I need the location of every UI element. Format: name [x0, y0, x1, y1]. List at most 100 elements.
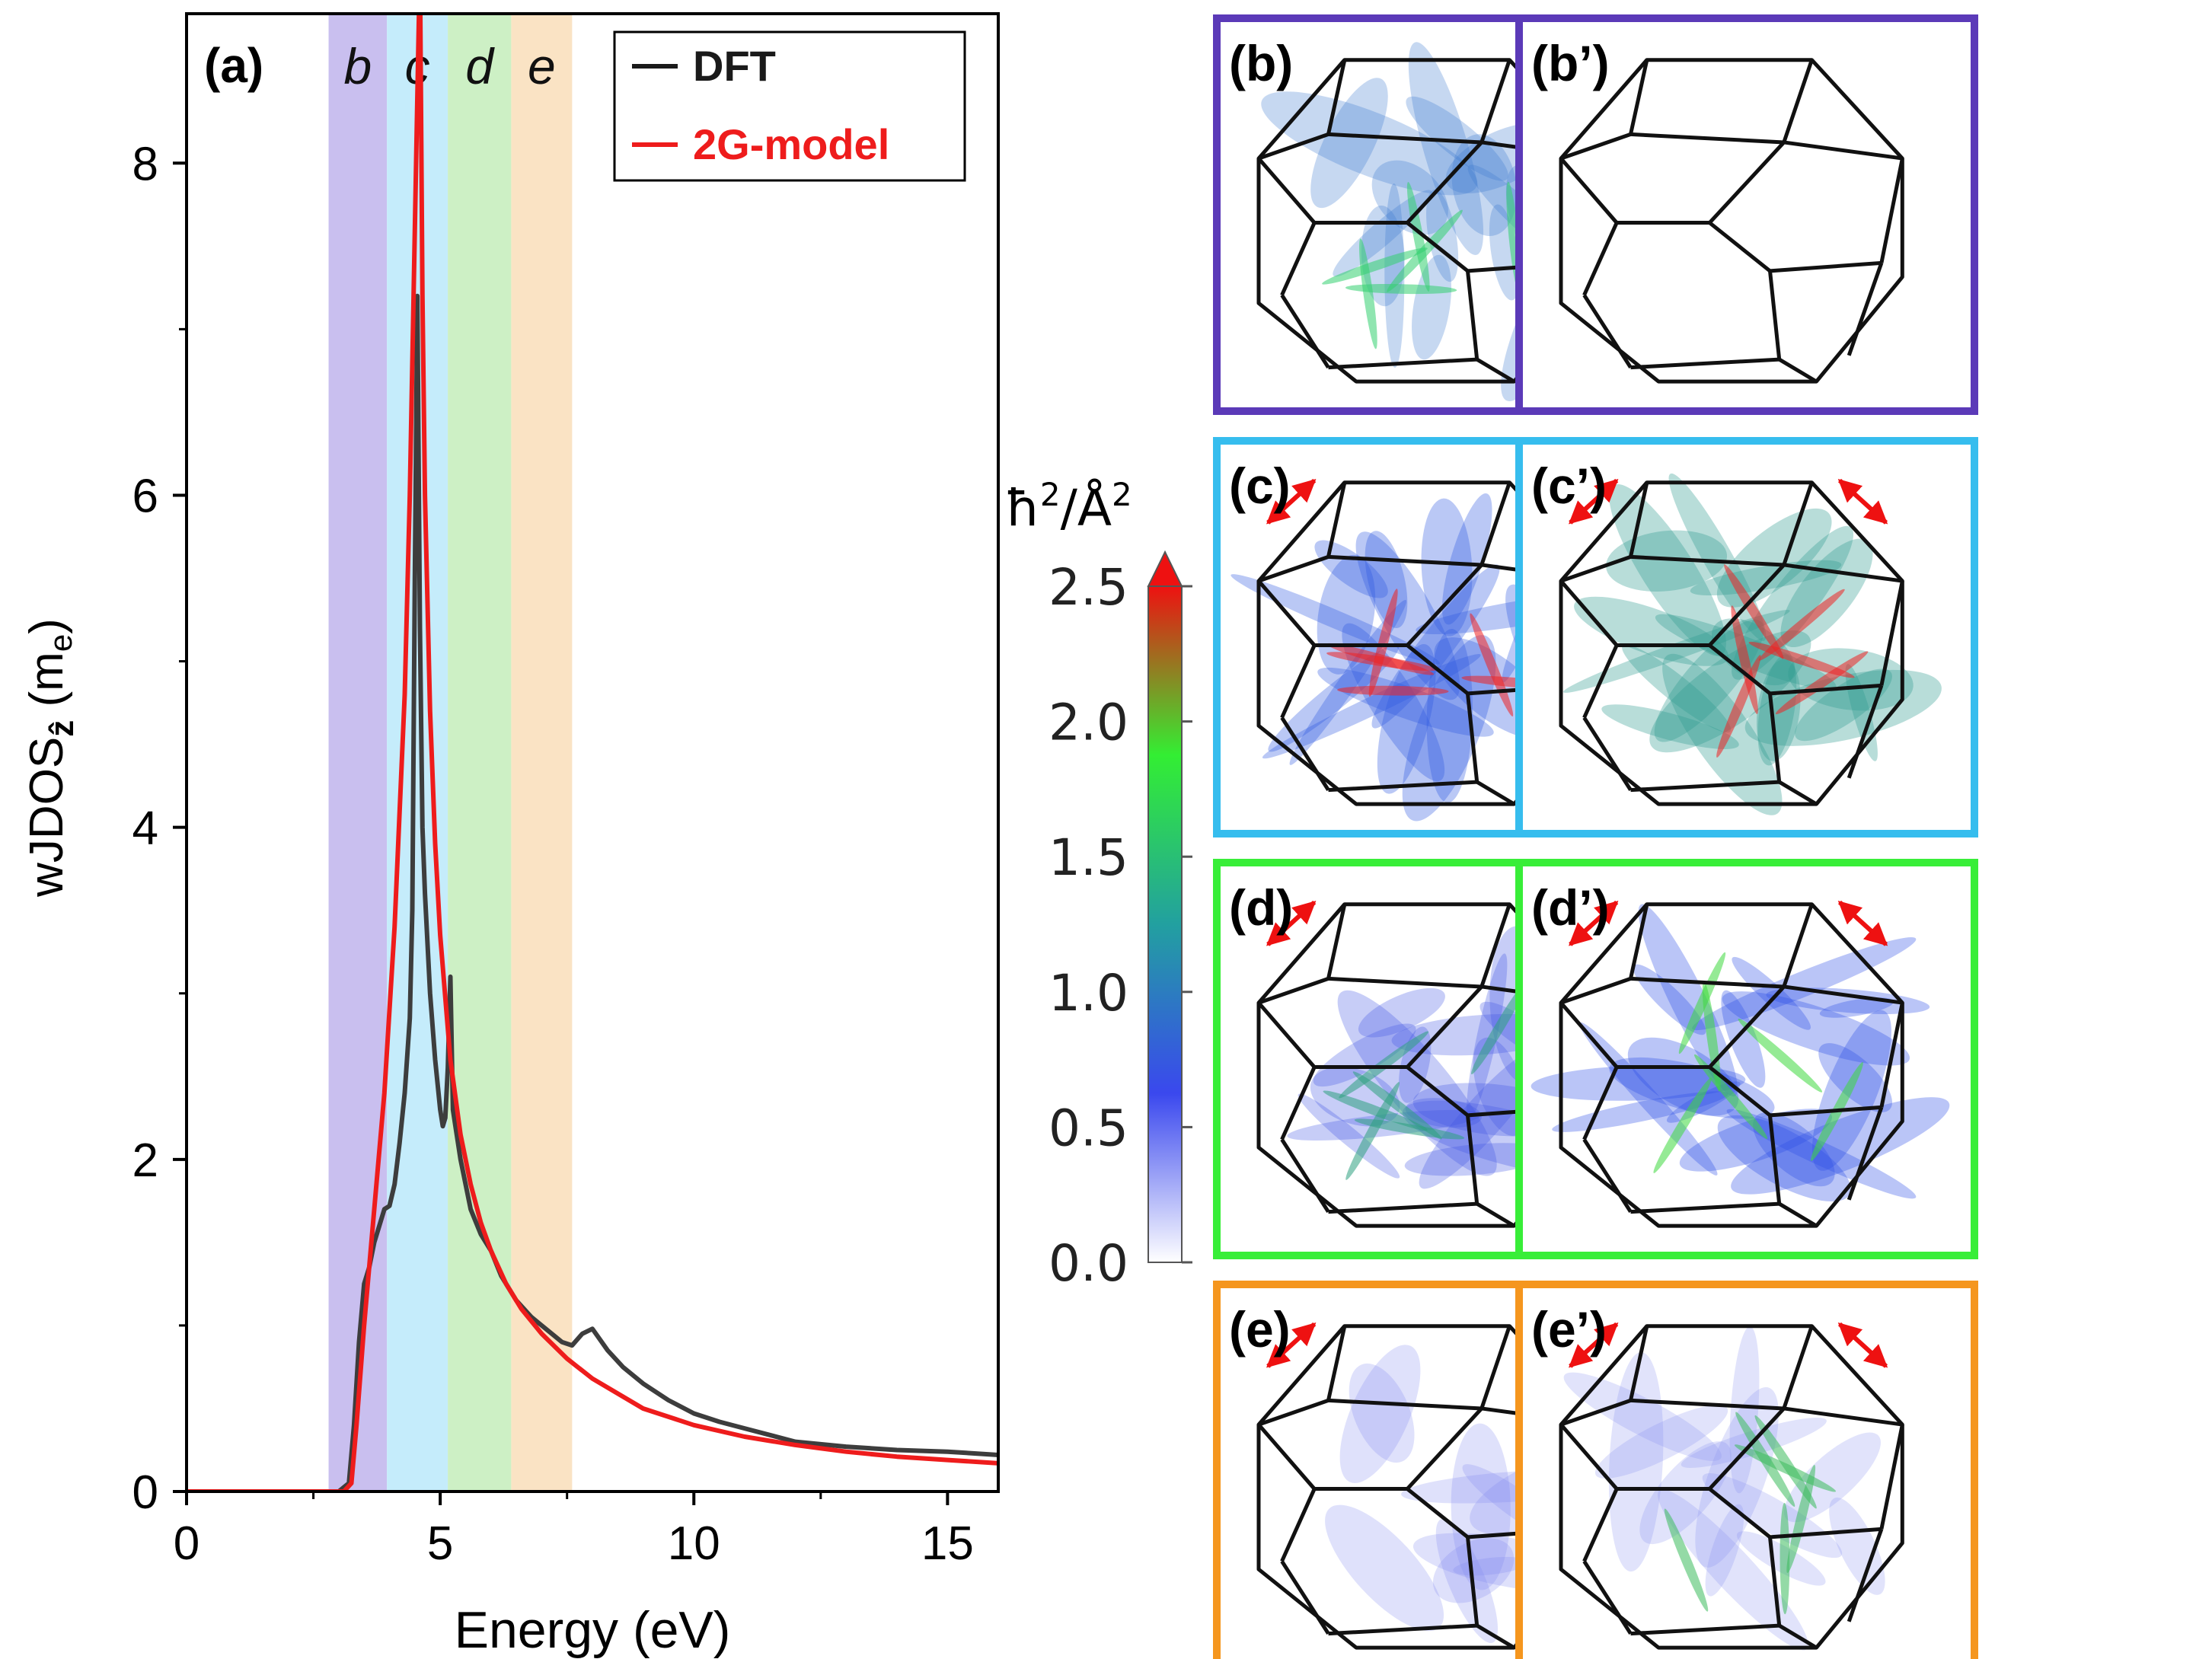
bz-cloud-highlight	[1731, 605, 1758, 714]
bz-cloud-blob	[1726, 1109, 1917, 1199]
bz-arrow-left	[1266, 478, 1317, 525]
bz-edge	[1280, 644, 1317, 719]
x-axis: 0 5 10 15	[174, 1492, 974, 1570]
bz-cloud-blob	[1349, 1363, 1415, 1463]
colorbar-tick-label: 2.0	[1049, 694, 1128, 752]
bz-edge	[1280, 716, 1330, 791]
y-tick-label-8: 8	[132, 138, 158, 190]
bz-cloud-blob	[1579, 1022, 1718, 1176]
colorbar: ħ2/Å2 0.00.51.01.52.02.5	[1005, 476, 1192, 1293]
bz-edge	[1708, 1407, 1786, 1491]
bz-edge	[1708, 643, 1772, 695]
bz-cloud-blob	[1608, 1352, 1664, 1572]
bz-panel-border	[1515, 14, 1978, 415]
y-axis-label-main: wJDOS	[21, 737, 73, 898]
bz-edge	[1257, 1423, 1317, 1491]
bz-edge	[1782, 1325, 1814, 1409]
bz-cloud-highlight	[1735, 1412, 1795, 1507]
bz-cloud-highlight	[1694, 1054, 1768, 1139]
bz-edge	[1280, 1488, 1317, 1562]
y-axis-label-unit-open: (m	[21, 652, 73, 720]
bz-cloud-blob	[1574, 596, 1729, 666]
bz-edge	[1770, 260, 1882, 273]
bz-cloud-blob	[1829, 1497, 1885, 1595]
band-b	[328, 14, 388, 1492]
bz-edge	[1559, 157, 1619, 225]
bz-panel-label: (c)	[1229, 458, 1291, 514]
bz-edge	[1328, 132, 1482, 145]
bz-cloud-blob	[1531, 1065, 1746, 1101]
bz-cloud-blob	[1601, 704, 1739, 749]
bz-edge	[1328, 357, 1477, 370]
bz-edge	[1280, 1560, 1330, 1635]
bz-arrows	[1568, 900, 1888, 946]
bz-edge	[1847, 684, 1884, 779]
y-tick-label-4: 4	[132, 802, 158, 855]
colorbar-tick-label: 2.5	[1049, 558, 1128, 617]
bz-edge	[1582, 1560, 1633, 1635]
bz-edge	[1258, 555, 1329, 583]
bz-edge	[1847, 1106, 1884, 1201]
bz-edge	[1782, 481, 1814, 566]
bz-arrow-left	[1266, 1322, 1317, 1368]
bz-edge	[1847, 262, 1884, 356]
colorbar-unit-exp2: 2	[1112, 476, 1132, 513]
bz-cloud-blob	[1606, 530, 1728, 592]
bz-edge	[1476, 1201, 1515, 1228]
bz-cloud-blob	[1314, 540, 1388, 598]
bz-edge	[1328, 554, 1482, 567]
band-c	[387, 14, 448, 1492]
bz-edge	[1629, 904, 1649, 979]
bz-cloud-blob	[1384, 183, 1405, 368]
bz-edge	[1630, 1201, 1779, 1214]
bz-edge	[1629, 59, 1649, 135]
bz-cloud-highlight	[1754, 1415, 1817, 1509]
bz-edge	[1630, 780, 1779, 793]
bz-cloud-blob	[1716, 508, 1832, 608]
colorbar-tick-label: 1.0	[1049, 964, 1128, 1023]
bz-panel-label: (b’)	[1531, 35, 1610, 91]
bz-cloud-blob	[1679, 1109, 1833, 1172]
legend-label-dft: DFT	[693, 42, 776, 90]
bz-wireframe	[1559, 58, 1904, 384]
bz-arrow-right	[1837, 1322, 1888, 1368]
bz-edge	[1630, 357, 1779, 370]
bz-cloud-highlight	[1779, 1502, 1790, 1615]
bz-cloud-highlight	[1786, 1464, 1816, 1574]
bz-edge	[1783, 1406, 1903, 1427]
bz-cloud-blob	[1339, 1345, 1421, 1483]
bz-cloud-blob	[1639, 1441, 1732, 1545]
bz-panel-b: (b’)	[1515, 14, 1978, 415]
bz-cloud-highlight	[1738, 1018, 1823, 1093]
band-d	[448, 14, 512, 1492]
bz-cloud-blob	[1649, 630, 1811, 753]
bz-edge	[1406, 1487, 1470, 1539]
y-axis-label-sub: ẑ	[43, 720, 81, 737]
colorbar-unit-hbar: ħ	[1005, 479, 1040, 538]
bz-edge	[1560, 132, 1632, 161]
bz-panel-label: (d)	[1229, 879, 1293, 936]
bz-cloud-blob	[1705, 1504, 1744, 1597]
colorbar-unit: ħ2/Å2	[1005, 476, 1132, 538]
bz-panel-d: (d’)	[1515, 859, 1978, 1259]
bz-arrows	[1568, 478, 1888, 525]
bz-edge	[1778, 1623, 1818, 1650]
bz-edge	[1708, 1065, 1772, 1117]
band-e	[511, 14, 573, 1492]
bz-edge	[1479, 1325, 1511, 1409]
bz-cloud-highlight	[1368, 589, 1398, 697]
colorbar-unit-mid: /Å	[1061, 479, 1112, 538]
colorbar-tick-label: 1.5	[1049, 828, 1128, 887]
y-axis-label-unit-sub: e	[43, 634, 78, 652]
bz-cloud-highlight	[1678, 952, 1726, 1054]
bz-cloud-blob	[1731, 1097, 1950, 1195]
bz-cloud-blob	[1262, 654, 1481, 759]
bz-panel-label: (d’)	[1531, 879, 1610, 936]
bz-edge	[1768, 270, 1782, 360]
series-line-dft	[187, 293, 998, 1492]
x-tick-label-0: 0	[174, 1517, 199, 1570]
bz-edge	[1257, 1001, 1317, 1069]
bz-edge	[1768, 1536, 1782, 1626]
bz-arrow-right	[1837, 900, 1888, 946]
